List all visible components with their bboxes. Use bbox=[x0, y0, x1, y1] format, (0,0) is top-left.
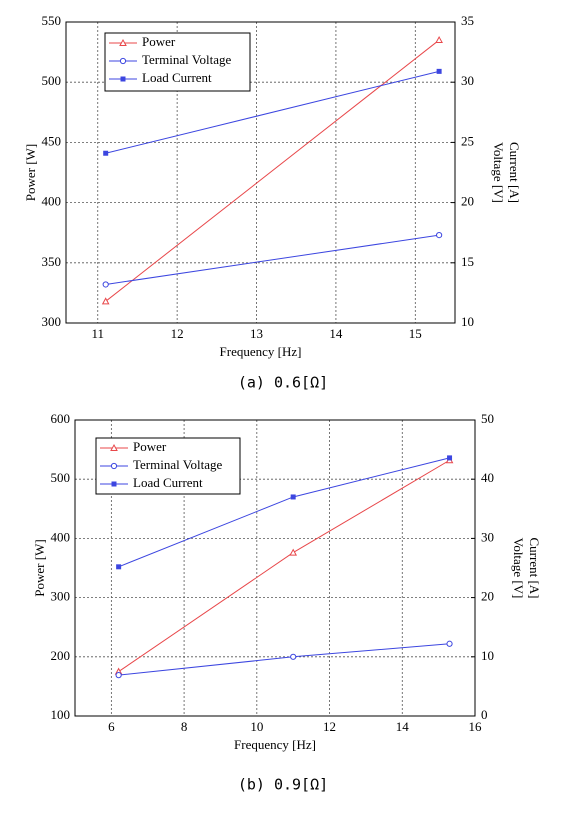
marker bbox=[110, 462, 118, 470]
y2-tick-label: 50 bbox=[481, 411, 494, 426]
legend-label: Load Current bbox=[142, 70, 212, 85]
legend-label: Terminal Voltage bbox=[142, 52, 231, 67]
y-tick-label: 300 bbox=[51, 589, 71, 604]
y2-axis-title: Current [A] bbox=[527, 537, 542, 598]
y-axis-title: Power [W] bbox=[23, 144, 38, 201]
y2-tick-label: 15 bbox=[461, 254, 474, 269]
x-tick-label: 13 bbox=[250, 326, 263, 341]
y2-tick-label: 40 bbox=[481, 470, 494, 485]
legend-label: Power bbox=[133, 439, 167, 454]
y-tick-label: 300 bbox=[42, 314, 62, 329]
marker bbox=[101, 297, 110, 305]
y-tick-label: 400 bbox=[51, 529, 71, 544]
x-tick-label: 15 bbox=[409, 326, 422, 341]
plot-frame bbox=[74, 419, 476, 717]
y-tick-label: 550 bbox=[42, 13, 62, 28]
marker bbox=[447, 455, 453, 461]
x-tick-label: 14 bbox=[396, 719, 410, 734]
marker bbox=[446, 640, 453, 647]
series-line bbox=[105, 234, 440, 285]
y-tick-label: 400 bbox=[42, 194, 62, 209]
y2-tick-label: 30 bbox=[461, 73, 474, 88]
y-axis-title: Power [W] bbox=[32, 539, 47, 596]
marker bbox=[102, 281, 109, 288]
marker bbox=[111, 481, 117, 487]
y-tick-label: 450 bbox=[42, 133, 62, 148]
y2-tick-label: 20 bbox=[481, 589, 494, 604]
x-tick-label: 12 bbox=[171, 326, 184, 341]
series-line bbox=[105, 39, 440, 302]
chart: 11 12 13 14 15 300 350 400 450 500 550 10 15 20 25 30 35… bbox=[23, 13, 522, 392]
marker bbox=[119, 38, 127, 46]
x-axis-title: Frequency [Hz] bbox=[234, 737, 316, 752]
y2-tick-label: 0 bbox=[481, 707, 488, 722]
marker bbox=[290, 494, 296, 500]
marker bbox=[110, 443, 118, 451]
caption: (a) 0.6[Ω] bbox=[238, 374, 328, 392]
marker bbox=[435, 36, 443, 44]
y2-axis-title: Voltage [V] bbox=[491, 142, 506, 203]
series-line bbox=[105, 70, 440, 154]
x-tick-label: 12 bbox=[323, 719, 336, 734]
legend-label: Terminal Voltage bbox=[133, 457, 222, 472]
y2-axis-title: Current [A] bbox=[507, 142, 522, 203]
x-tick-label: 11 bbox=[91, 326, 104, 341]
marker bbox=[436, 68, 442, 74]
y-tick-label: 200 bbox=[51, 648, 71, 663]
y-tick-label: 350 bbox=[42, 254, 62, 269]
y2-tick-label: 35 bbox=[461, 13, 474, 28]
y-tick-label: 100 bbox=[51, 707, 71, 722]
x-tick-label: 6 bbox=[108, 719, 115, 734]
series-line bbox=[118, 643, 450, 676]
x-tick-label: 16 bbox=[469, 719, 483, 734]
y2-tick-label: 20 bbox=[461, 194, 474, 209]
marker bbox=[116, 564, 122, 570]
y2-tick-label: 30 bbox=[481, 529, 494, 544]
legend-label: Load Current bbox=[133, 475, 203, 490]
y2-tick-label: 25 bbox=[461, 133, 474, 148]
marker bbox=[115, 672, 122, 679]
x-tick-label: 8 bbox=[181, 719, 188, 734]
chart: 6 8 10 12 14 16 100 200 300 400 500 600 0 10 20 30 40 50 F… bbox=[32, 411, 542, 794]
marker bbox=[119, 57, 127, 65]
legend-label: Power bbox=[142, 34, 176, 49]
y2-axis-title: Voltage [V] bbox=[511, 538, 526, 599]
marker bbox=[436, 232, 443, 239]
y-tick-label: 500 bbox=[51, 470, 71, 485]
caption: (b) 0.9[Ω] bbox=[238, 776, 328, 794]
y2-tick-label: 10 bbox=[461, 314, 474, 329]
x-axis-title: Frequency [Hz] bbox=[220, 344, 302, 359]
x-tick-label: 14 bbox=[329, 326, 343, 341]
marker bbox=[289, 548, 298, 556]
x-tick-label: 10 bbox=[250, 719, 263, 734]
marker bbox=[290, 653, 297, 660]
y2-tick-label: 10 bbox=[481, 648, 494, 663]
y-tick-label: 500 bbox=[42, 73, 62, 88]
plot-frame bbox=[65, 21, 456, 324]
y-tick-label: 600 bbox=[51, 411, 71, 426]
marker bbox=[103, 150, 109, 156]
marker bbox=[120, 76, 126, 82]
